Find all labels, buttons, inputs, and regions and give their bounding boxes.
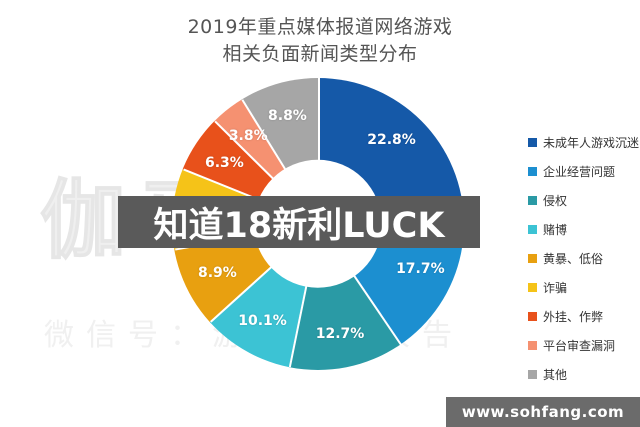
legend-item-2[interactable]: 侵权 xyxy=(528,186,640,215)
slice-label: 3.8% xyxy=(228,128,268,145)
slice-label: 8.8% xyxy=(268,108,307,125)
chart-title: 2019年重点媒体报道网络游戏 相关负面新闻类型分布 xyxy=(0,14,640,68)
legend-item-0[interactable]: 未成年人游戏沉迷 xyxy=(528,128,640,157)
legend-color-swatch-icon xyxy=(528,138,537,147)
legend-item-label: 企业经营问题 xyxy=(543,165,616,179)
legend-item-1[interactable]: 企业经营问题 xyxy=(528,157,640,186)
legend-item-label: 未成年人游戏沉迷 xyxy=(543,136,640,150)
legend-color-swatch-icon xyxy=(528,312,537,321)
legend-item-7[interactable]: 平台审查漏洞 xyxy=(528,331,640,360)
chart-title-line-1: 2019年重点媒体报道网络游戏 xyxy=(187,16,453,38)
slice-label: 22.8% xyxy=(367,131,416,148)
legend-item-label: 其他 xyxy=(543,368,568,382)
chart-title-line-2: 相关负面新闻类型分布 xyxy=(222,43,418,65)
legend-item-label: 外挂、作弊 xyxy=(543,310,604,324)
legend-item-label: 黄暴、低俗 xyxy=(543,252,604,266)
legend-item-6[interactable]: 外挂、作弊 xyxy=(528,302,640,331)
chart-legend: 未成年人游戏沉迷 企业经营问题 侵权赌博黄暴、低俗诈骗外挂、作弊平台审查漏洞 其他 xyxy=(528,128,640,389)
legend-color-swatch-icon xyxy=(528,196,537,205)
legend-item-8[interactable]: 其他 xyxy=(528,360,640,389)
legend-item-label: 侵权 xyxy=(543,194,568,208)
legend-item-3[interactable]: 赌博 xyxy=(528,215,640,244)
slice-label: 8.9% xyxy=(197,265,237,282)
legend-item-label: 诈骗 xyxy=(543,281,568,295)
legend-item-5[interactable]: 诈骗 xyxy=(528,273,640,302)
legend-color-swatch-icon xyxy=(528,341,537,350)
legend-color-swatch-icon xyxy=(528,283,537,292)
overlay-banner-text: 知道18新利LUCK xyxy=(153,205,445,246)
legend-item-label: 平台审查漏洞 xyxy=(543,339,616,353)
legend-color-swatch-icon xyxy=(528,254,537,263)
slice-label: 17.7% xyxy=(396,261,445,278)
legend-color-swatch-icon xyxy=(528,370,537,379)
legend-color-swatch-icon xyxy=(528,167,537,176)
slice-separator xyxy=(318,78,320,224)
legend-item-label: 赌博 xyxy=(543,223,568,237)
slice-label: 12.7% xyxy=(315,325,365,342)
legend-color-swatch-icon xyxy=(528,225,537,234)
overlay-banner: 知道18新利LUCK xyxy=(118,196,480,248)
slice-label: 6.3% xyxy=(204,154,244,171)
slice-label: 10.1% xyxy=(238,313,287,330)
legend-item-4[interactable]: 黄暴、低俗 xyxy=(528,244,640,273)
site-url-text: www.sohfang.com xyxy=(461,403,625,421)
site-url-badge: www.sohfang.com xyxy=(446,397,640,427)
